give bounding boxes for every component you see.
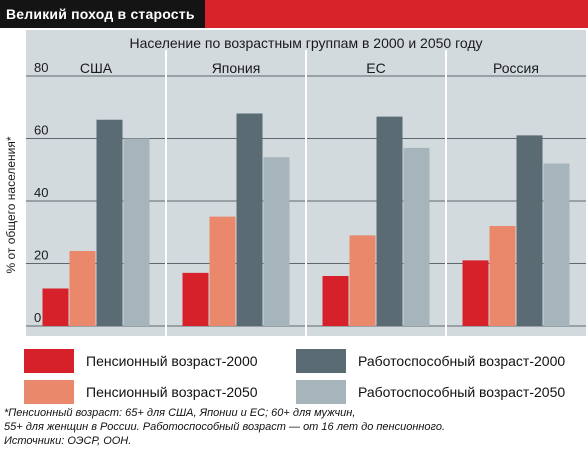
legend-item-working-2050: Работоспособный возраст-2050 [296, 380, 565, 404]
bar [182, 272, 209, 326]
bar [123, 138, 150, 326]
legend-label: Пенсионный возраст-2000 [86, 353, 258, 369]
legend-label: Работоспособный возраст-2000 [358, 353, 566, 369]
legend: Пенсионный возраст-2000 Работоспособный … [0, 340, 588, 406]
y-tick-label: 60 [34, 123, 48, 138]
footnote: *Пенсионный возраст: 65+ для США, Японии… [4, 406, 584, 448]
footnote-line: Источники: ОЭСР, ООН. [4, 435, 132, 447]
bar [263, 157, 290, 326]
y-axis-label: % от общего населения* [4, 136, 18, 273]
legend-item-pension-2050: Пенсионный возраст-2050 [24, 380, 258, 404]
bar [462, 260, 489, 326]
legend-label: Пенсионный возраст-2050 [86, 384, 258, 400]
legend-item-working-2000: Работоспособный возраст-2000 [296, 349, 565, 373]
bar [543, 163, 570, 326]
bar [516, 135, 543, 326]
legend-swatch [24, 349, 74, 373]
chart-title: Население по возрастным группам в 2000 и… [129, 35, 482, 51]
bar [489, 226, 516, 326]
y-tick-label: 40 [34, 185, 48, 200]
bar [209, 216, 236, 326]
bar [236, 113, 263, 326]
legend-item-pension-2000: Пенсионный возраст-2000 [24, 349, 258, 373]
y-tick-label: 0 [34, 310, 41, 325]
bar [322, 276, 349, 326]
footnote-line: *Пенсионный возраст: 65+ для США, Японии… [4, 407, 356, 419]
bar [403, 147, 430, 326]
y-tick-label: 20 [34, 248, 48, 263]
category-label: ЕС [366, 60, 385, 76]
legend-swatch [296, 380, 346, 404]
bar [376, 116, 403, 326]
bar [42, 288, 69, 326]
bar [96, 119, 123, 326]
bar-chart: 0 20 40 60 80 Население по возрастным группам… [4, 30, 586, 336]
legend-swatch [296, 349, 346, 373]
legend-swatch [24, 380, 74, 404]
legend-label: Работоспособный возраст-2050 [358, 384, 566, 400]
category-label: США [80, 60, 113, 76]
header-bar: Великий поход в старость [0, 0, 588, 28]
category-label: Россия [493, 60, 539, 76]
chart-area: 0 20 40 60 80 Население по возрастным группам… [0, 28, 588, 340]
chart-headline: Великий поход в старость [0, 0, 205, 28]
bar [349, 235, 376, 326]
category-label: Япония [212, 60, 261, 76]
bar [69, 251, 96, 326]
y-tick-label: 80 [34, 60, 48, 75]
footnote-line: 55+ для женщин в России. Работоспособный… [4, 421, 446, 433]
